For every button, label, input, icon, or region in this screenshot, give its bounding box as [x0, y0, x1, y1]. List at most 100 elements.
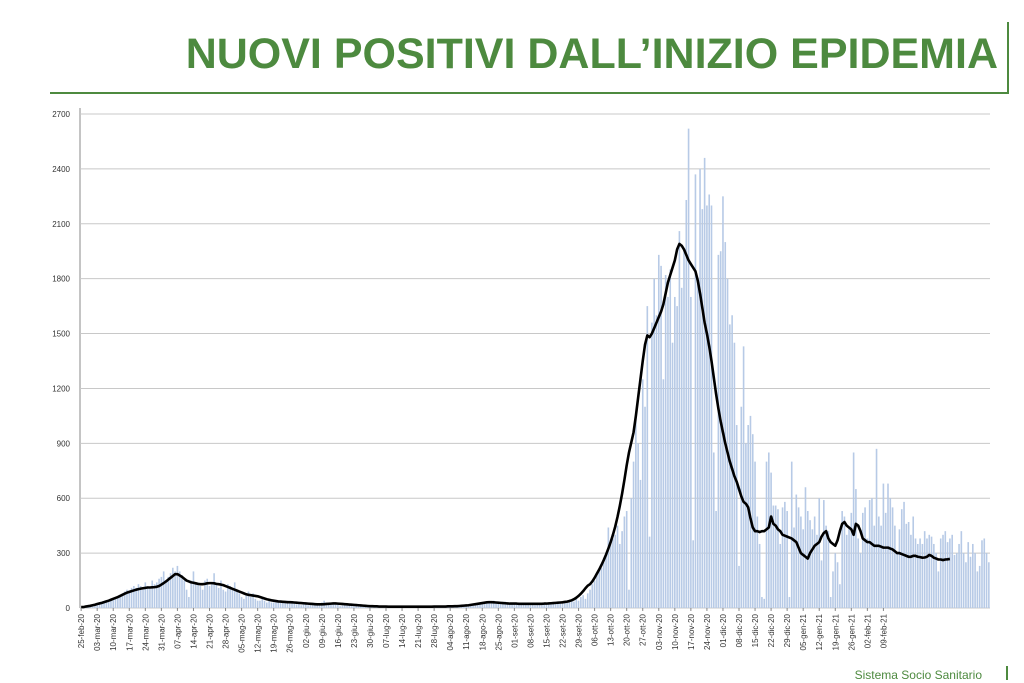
y-tick-label: 600	[57, 494, 71, 503]
case-bar	[715, 511, 717, 608]
x-tick-label: 14-apr-20	[189, 613, 198, 648]
x-tick-label: 12-mag-20	[254, 613, 263, 652]
case-bar	[905, 523, 908, 608]
case-bar	[797, 507, 800, 608]
case-bar	[878, 516, 880, 608]
case-bar	[233, 582, 236, 608]
case-bar	[224, 591, 227, 608]
case-bar	[259, 600, 261, 608]
case-bar	[327, 602, 330, 608]
case-bar	[930, 536, 933, 608]
x-tick-label: 28-lug-20	[430, 613, 439, 647]
case-bar	[160, 576, 163, 608]
case-bar	[314, 604, 316, 608]
case-bar	[939, 538, 942, 608]
case-bar	[304, 604, 307, 608]
case-bar	[525, 603, 527, 608]
y-tick-label: 1200	[52, 384, 70, 393]
case-bar	[637, 443, 639, 608]
case-bar	[252, 593, 254, 608]
case-bar	[332, 604, 335, 608]
case-bar	[726, 278, 729, 608]
case-bar	[694, 174, 697, 608]
case-bar	[625, 511, 628, 608]
case-bar	[554, 603, 557, 608]
case-bar	[816, 534, 818, 608]
case-bar	[710, 205, 713, 608]
case-bar	[825, 525, 827, 608]
case-bar	[465, 606, 468, 608]
case-bar	[591, 584, 594, 608]
case-bar	[777, 509, 779, 608]
case-bar	[900, 509, 903, 608]
case-bar	[864, 507, 866, 608]
y-tick-label: 300	[57, 549, 71, 558]
case-bar	[130, 587, 133, 608]
case-bar	[582, 595, 584, 608]
case-bar	[355, 606, 358, 608]
x-tick-label: 17-nov-20	[687, 613, 696, 650]
case-bar	[178, 571, 181, 608]
case-bar	[972, 543, 974, 608]
case-bar	[249, 597, 252, 608]
x-tick-label: 15-set-20	[542, 613, 551, 647]
case-bar	[146, 586, 149, 608]
page-title: NUOVI POSITIVI DALL’INIZIO EPIDEMIA	[185, 30, 998, 78]
case-bar	[490, 602, 493, 608]
case-bar	[545, 603, 548, 608]
case-bar	[836, 562, 839, 608]
case-bar	[137, 584, 140, 608]
case-bar	[662, 379, 665, 608]
case-bar	[121, 593, 124, 608]
x-tick-label: 17-mar-20	[125, 613, 134, 650]
case-bar	[236, 591, 238, 608]
x-tick-label: 21-lug-20	[414, 613, 423, 647]
x-tick-label: 01-set-20	[510, 613, 519, 647]
case-bar	[873, 525, 876, 608]
case-bar	[543, 604, 545, 608]
case-bar	[96, 603, 98, 608]
case-bar	[731, 315, 733, 608]
case-bar	[561, 602, 564, 608]
y-tick-label: 0	[66, 604, 71, 613]
case-bar	[800, 516, 802, 608]
case-bar	[811, 529, 814, 608]
case-bar	[529, 603, 532, 608]
case-bar	[293, 603, 296, 608]
case-bar	[172, 567, 174, 608]
case-bar	[602, 562, 605, 608]
case-bar	[712, 452, 715, 608]
case-bar	[227, 584, 229, 608]
case-bar	[371, 607, 374, 608]
case-bar	[483, 602, 486, 608]
case-bar	[763, 598, 766, 608]
case-bar	[190, 580, 192, 608]
case-bar	[646, 306, 649, 608]
case-bar	[284, 602, 286, 608]
case-bar	[486, 601, 488, 608]
case-bar	[774, 505, 777, 608]
case-bar	[277, 600, 280, 608]
x-tick-label: 29-dic-20	[783, 613, 792, 647]
case-bar	[362, 606, 364, 608]
case-bar	[960, 531, 963, 608]
x-tick-label: 28-apr-20	[222, 613, 231, 648]
case-bar	[499, 602, 502, 608]
x-tick-label: 10-nov-20	[671, 613, 680, 650]
case-bar	[857, 538, 860, 608]
case-bar	[965, 562, 967, 608]
case-bar	[183, 580, 186, 608]
case-bar	[103, 601, 105, 608]
x-tick-label: 15-dic-20	[751, 613, 760, 647]
case-bar	[926, 538, 928, 608]
case-bar	[153, 584, 156, 608]
case-bar	[492, 600, 495, 608]
x-tick-label: 04-ago-20	[446, 613, 455, 650]
case-bar	[279, 602, 282, 608]
x-tick-label: 29-set-20	[575, 613, 584, 647]
case-bar	[206, 578, 209, 608]
case-bar	[568, 602, 571, 608]
case-bar	[586, 593, 589, 608]
x-tick-label: 11-ago-20	[462, 613, 471, 649]
case-bar	[784, 501, 786, 608]
